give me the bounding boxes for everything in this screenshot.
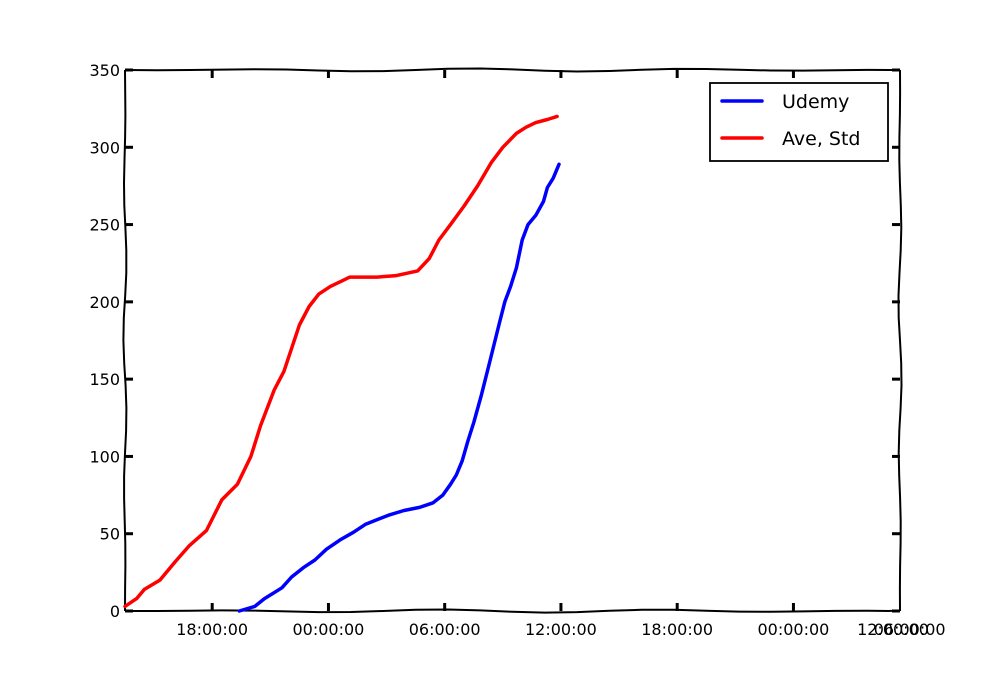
x-tick-label: 12:00:00 xyxy=(857,620,929,639)
plot-frame xyxy=(122,67,903,614)
y-tick-label: 350 xyxy=(89,61,120,80)
x-tick-label: 18:00:00 xyxy=(641,620,713,639)
x-tick-label: 00:00:00 xyxy=(758,620,830,639)
legend-label-ave-std: Ave, Std xyxy=(782,128,860,150)
y-tick-label: 100 xyxy=(89,447,120,466)
x-tick-label: 12:00:00 xyxy=(525,620,597,639)
y-tick-label: 300 xyxy=(89,138,120,157)
x-tick-label: 18:00:00 xyxy=(176,620,248,639)
legend-box xyxy=(709,82,889,162)
x-tick-label: 06:00:00 xyxy=(409,620,481,639)
legend: Udemy Ave, Std xyxy=(709,82,889,162)
tick-marks xyxy=(125,68,900,613)
series-line-ave-std xyxy=(123,114,559,609)
y-tick-label: 150 xyxy=(89,370,120,389)
axis-spine-bottom xyxy=(125,608,901,614)
y-tick-label: 50 xyxy=(100,525,120,544)
y-tick-label: 200 xyxy=(89,293,120,312)
y-tick-labels: 0 50 100 150 200 250 300 350 xyxy=(89,61,120,621)
series-lines xyxy=(123,114,561,613)
axis-spine-right xyxy=(897,69,903,612)
x-tick-labels: 18:00:00 00:00:00 06:00:00 12:00:00 18:00:00… xyxy=(176,620,945,639)
y-tick-label: 250 xyxy=(89,216,120,235)
y-tick-label: 0 xyxy=(110,602,120,621)
axis-spine-left xyxy=(122,69,128,612)
axis-spine-top xyxy=(124,67,901,73)
x-tick-label: 00:00:00 xyxy=(293,620,365,639)
series-line-udemy xyxy=(237,162,561,613)
x-tick-label: 06:00:00 xyxy=(874,620,946,639)
legend-label-udemy: Udemy xyxy=(782,91,849,113)
